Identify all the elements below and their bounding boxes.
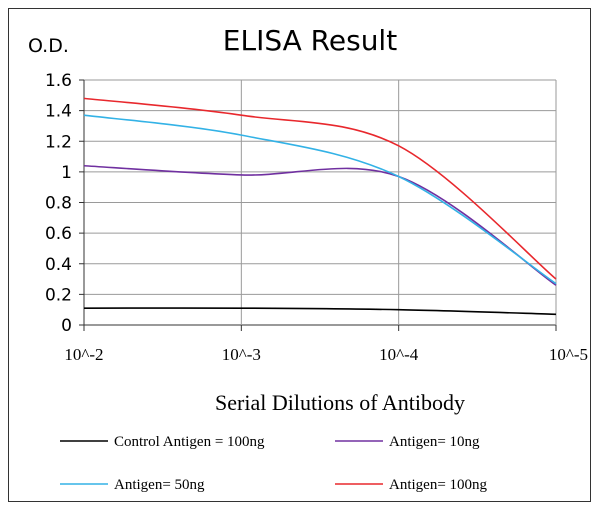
y-tick-label: 1.2	[45, 132, 72, 152]
legend-label-2: Antigen= 10ng	[389, 434, 480, 450]
chart-title: ELISA Result	[223, 24, 397, 57]
x-axis-label: Serial Dilutions of Antibody	[215, 390, 465, 415]
legend-label-3: Antigen= 50ng	[114, 477, 205, 493]
series-lines	[83, 97, 557, 316]
legend-label-1: Control Antigen = 100ng	[114, 434, 265, 450]
series-line-1	[83, 307, 557, 316]
series-line-2	[83, 164, 557, 286]
series-line-3	[83, 114, 557, 285]
x-tick-label: 10^-3	[222, 345, 261, 364]
y-tick-label: 1.6	[45, 71, 72, 91]
y-tick-label: 0	[61, 316, 72, 336]
chart-frame	[8, 8, 591, 502]
y-tick-label: 0.8	[45, 194, 72, 214]
series-line-4	[83, 97, 557, 280]
grid	[83, 79, 557, 326]
y-axis-label: O.D.	[28, 35, 69, 57]
x-tick-label: 10^-2	[64, 345, 103, 364]
legend-label-4: Antigen= 100ng	[389, 477, 488, 493]
axis-ticks: 0 0.2 0.4 0.6 0.8 1 1.2 1.4 1.6 10^-2 10^-3 10^-4 10…	[45, 71, 588, 364]
y-tick-label: 0.4	[45, 255, 72, 275]
y-tick-label: 0.2	[45, 285, 72, 305]
y-tick-label: 1	[61, 163, 72, 183]
legend: Control Antigen = 100ng Antigen= 10ng Anti…	[60, 434, 488, 493]
y-tick-label: 1.4	[45, 102, 72, 122]
x-tick-label: 10^-5	[549, 345, 588, 364]
y-tick-label: 0.6	[45, 224, 72, 244]
x-tick-label: 10^-4	[379, 345, 419, 364]
